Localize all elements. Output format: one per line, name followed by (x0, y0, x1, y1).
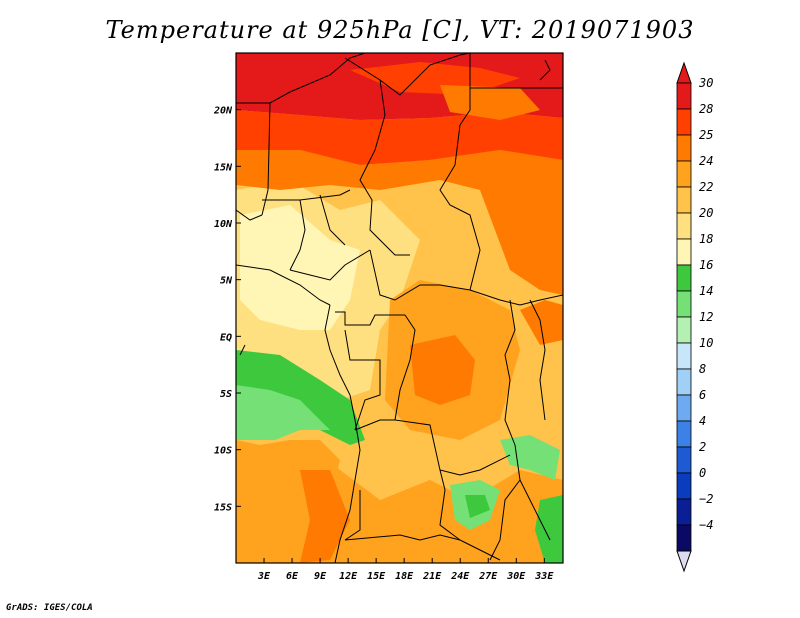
colorbar-label: 2 (699, 440, 706, 454)
colorbar-label: 10 (699, 336, 713, 350)
lon-tick-label: 18E (395, 571, 414, 582)
colorbar-swatch (676, 264, 692, 292)
colorbar-swatch (676, 342, 692, 370)
chart-title: Temperature at 925hPa [C], VT: 201907190… (105, 16, 695, 44)
colorbar-bottom-arrow (676, 550, 692, 573)
colorbar-label: 25 (699, 128, 713, 142)
lat-tick-label: 5S (220, 389, 232, 400)
colorbar-label: −4 (699, 518, 713, 532)
colorbar-label: 22 (699, 180, 713, 194)
colorbar-label: 4 (699, 414, 706, 428)
lat-tick-label: 10S (214, 446, 232, 457)
lon-tick-label: 33E (534, 571, 554, 582)
colorbar-swatch (676, 134, 692, 162)
colorbar-swatch (676, 160, 692, 188)
colorbar-label: 12 (699, 310, 713, 324)
lon-tick-label: 24E (450, 571, 470, 582)
temperature-field (236, 53, 563, 563)
lon-tick-label: 6E (286, 571, 299, 582)
latitude-ticks: 20N 15N 10N 5N EQ 5S 10S 15S (213, 106, 241, 513)
colorbar-swatch (676, 316, 692, 344)
colorbar-swatch (676, 290, 692, 318)
lat-tick-label: 20N (213, 106, 233, 117)
country-borders (236, 53, 563, 561)
colorbar-label: 0 (699, 466, 706, 480)
colorbar-label: 16 (699, 258, 713, 272)
colorbar-label: 28 (699, 102, 713, 116)
lon-tick-label: 21E (422, 571, 442, 582)
colorbar-label: 18 (699, 232, 713, 246)
lat-tick-label: 15S (214, 502, 232, 513)
colorbar-swatch (676, 394, 692, 422)
colorbar-label: 6 (699, 388, 706, 402)
lon-tick-label: 12E (339, 571, 358, 582)
colorbar-swatch (676, 498, 692, 526)
colorbar-swatch (676, 212, 692, 240)
lat-tick-label: 15N (214, 162, 233, 173)
colorbar-swatch (676, 238, 692, 266)
colorbar-label: 30 (698, 76, 713, 90)
colorbar-swatch (676, 368, 692, 396)
lon-tick-label: 9E (314, 571, 327, 582)
coastline (236, 59, 551, 563)
lon-tick-label: 30E (506, 571, 526, 582)
colorbar-swatch (676, 82, 692, 110)
longitude-ticks: 3E 6E 9E 12E 15E 18E 21E 24E 27E 30E 33E (257, 558, 554, 582)
lon-tick-label: 3E (257, 571, 271, 582)
lat-tick-label: 10N (214, 219, 233, 230)
colorbar-swatch (676, 186, 692, 214)
colorbar-top-arrow (676, 61, 692, 84)
colorbar-swatch (676, 446, 692, 474)
colorbar-swatch (676, 472, 692, 500)
colorbar-label: −2 (699, 492, 713, 506)
colorbar-swatch (676, 420, 692, 448)
map-frame (235, 52, 564, 564)
colorbar-swatch (676, 524, 692, 552)
lon-tick-label: 15E (367, 571, 386, 582)
footer-credit: GrADS: IGES/COLA (6, 603, 93, 613)
colorbar-label: 24 (699, 154, 713, 168)
colorbar-label: 8 (699, 362, 706, 376)
colorbar-label: 20 (699, 206, 713, 220)
lat-tick-label: 5N (220, 276, 233, 287)
colorbar-swatch (676, 108, 692, 136)
colorbar-label: 14 (699, 284, 713, 298)
lon-tick-label: 27E (478, 571, 498, 582)
lat-tick-label: EQ (220, 332, 232, 343)
